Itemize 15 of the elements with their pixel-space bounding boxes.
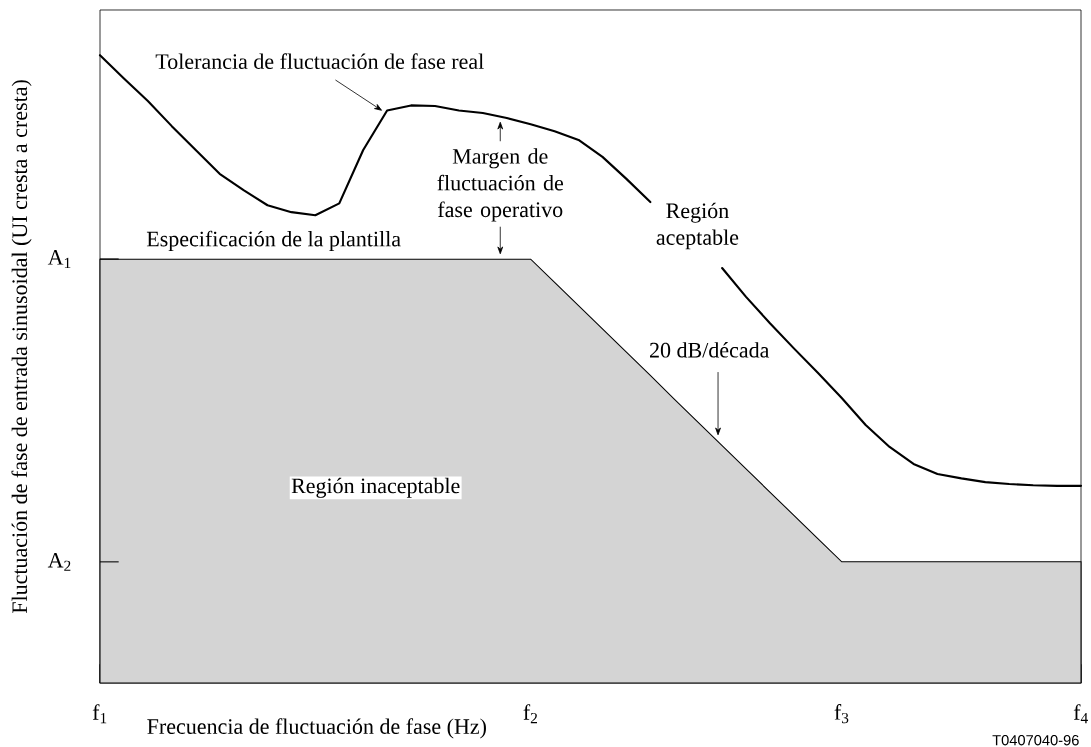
x-axis-title: Frecuencia de fluctuación de fase (Hz) [147, 718, 486, 739]
text: T0407040-96 [992, 735, 1079, 746]
x-tick-label: f$_{1}$ [92, 704, 107, 724]
y-axis-title: Fluctuación de fase de entrada sinusoidal (UI cresta a cresta) [11, 80, 32, 614]
annotation: Región aceptable [656, 202, 739, 250]
annotation: 20 dB/década [650, 342, 770, 358]
x-tick-label: f$_{3}$ [834, 704, 849, 724]
text: A$_{2}$ [47, 552, 71, 571]
annotation: Región inaceptable [291, 477, 460, 498]
text: A$_{1}$ [47, 250, 71, 268]
annotation: Especificación de la plantilla [146, 230, 401, 251]
x-tick-label: f$_{4}$ [1073, 704, 1088, 724]
annotation: Margen de fluctuación de fase operativo [437, 148, 564, 222]
annotation: Tolerancia de fluctuación de fase real [155, 53, 484, 69]
x-tick-label: f$_{2}$ [523, 704, 538, 724]
